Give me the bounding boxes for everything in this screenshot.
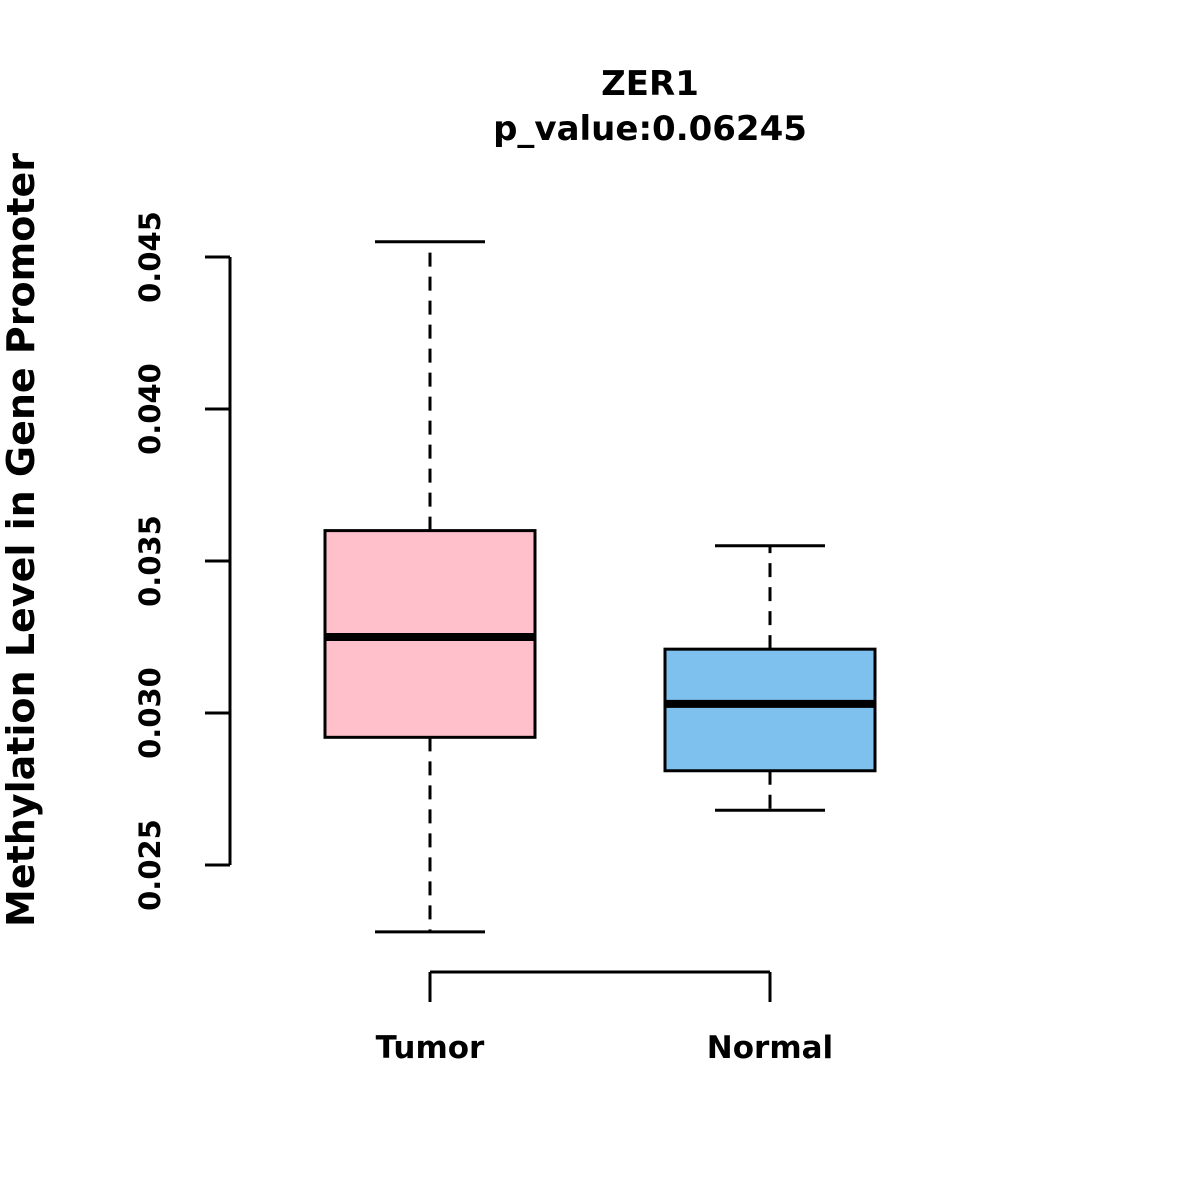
chart-subtitle: p_value:0.06245 xyxy=(493,109,807,149)
y-axis-label: Methylation Level in Gene Promoter xyxy=(0,153,43,927)
category-label-tumor: Tumor xyxy=(376,1030,485,1066)
y-tick-label: 0.030 xyxy=(133,667,167,759)
y-tick-label: 0.040 xyxy=(133,363,167,455)
category-label-normal: Normal xyxy=(707,1030,833,1066)
chart-title: ZER1 xyxy=(601,64,699,104)
y-tick-label: 0.035 xyxy=(133,515,167,607)
box-normal xyxy=(663,647,877,773)
y-tick-label: 0.025 xyxy=(133,819,167,911)
y-tick-label: 0.045 xyxy=(133,211,167,303)
